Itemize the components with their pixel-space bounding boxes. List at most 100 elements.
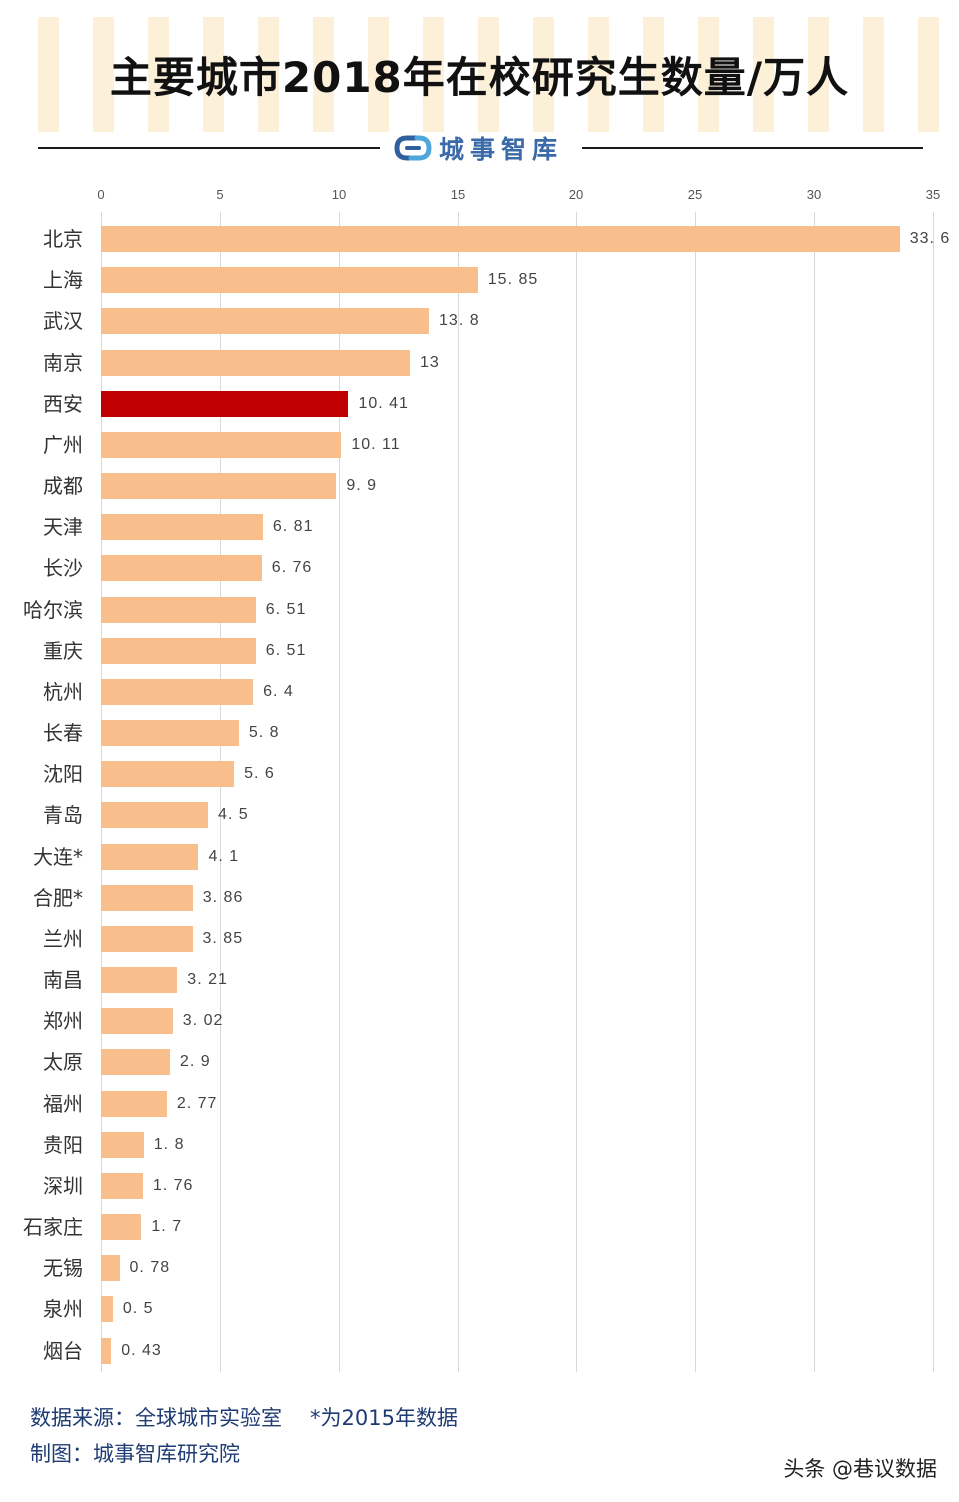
category-label: 杭州 [43, 680, 83, 704]
bar [101, 844, 199, 870]
x-tick-label: 20 [568, 187, 584, 202]
category-label: 南昌 [43, 968, 83, 992]
header-stripe [863, 17, 884, 132]
header-stripe [203, 17, 224, 132]
category-label: 重庆 [43, 639, 83, 663]
category-label: 南京 [43, 351, 83, 375]
gridline [339, 212, 340, 1372]
category-label: 北京 [43, 227, 83, 251]
header-stripes [0, 17, 959, 132]
bar [101, 967, 178, 993]
value-label: 6. 81 [272, 518, 314, 535]
category-label: 天津 [43, 515, 83, 539]
value-label: 5. 8 [248, 724, 280, 741]
bar [101, 679, 254, 705]
header-stripe [93, 17, 114, 132]
header-stripe [313, 17, 334, 132]
value-label: 1. 7 [151, 1218, 183, 1235]
header-stripe [588, 17, 609, 132]
bar [101, 1173, 143, 1199]
category-label: 烟台 [43, 1339, 83, 1363]
gridline [101, 212, 102, 1372]
value-label: 5. 6 [244, 765, 275, 782]
value-label: 2. 77 [176, 1095, 218, 1112]
category-label: 大连* [33, 845, 83, 869]
bar [101, 597, 256, 623]
value-label: 6. 51 [265, 642, 307, 659]
value-label: 1. 8 [153, 1136, 185, 1153]
bar [101, 638, 256, 664]
gridline [458, 212, 459, 1372]
category-label: 福州 [43, 1092, 83, 1116]
data-source: 数据来源：全球城市实验室 *为2015年数据 [30, 1402, 458, 1432]
category-label: 泉州 [43, 1297, 83, 1321]
category-label: 贵阳 [43, 1133, 83, 1157]
value-label: 10. 11 [351, 436, 401, 453]
category-label: 成都 [43, 474, 83, 498]
category-label: 无锡 [43, 1256, 83, 1280]
bar [101, 226, 900, 252]
x-tick-label: 10 [331, 187, 347, 202]
bar [101, 1214, 142, 1240]
category-label: 长春 [43, 721, 83, 745]
x-tick-label: 15 [450, 187, 466, 202]
brand-logo: 城事智库 [393, 130, 563, 166]
bar [101, 473, 337, 499]
footnote: *为2015年数据 [310, 1406, 458, 1430]
bar [101, 1008, 173, 1034]
value-label: 3. 86 [202, 889, 244, 906]
header-stripe [643, 17, 664, 132]
header-stripe [808, 17, 829, 132]
header-stripe [258, 17, 279, 132]
bar [101, 1132, 144, 1158]
value-label: 13 [420, 354, 440, 371]
value-label: 6. 51 [265, 601, 307, 618]
watermark: 头条 @巷议数据 [783, 1457, 937, 1481]
header-stripe [478, 17, 499, 132]
category-label: 兰州 [43, 927, 83, 951]
gridline [933, 212, 934, 1372]
value-label: 3. 85 [202, 930, 244, 947]
category-label: 沈阳 [43, 762, 83, 786]
category-label: 深圳 [43, 1174, 83, 1198]
value-label: 9. 9 [346, 477, 378, 494]
bar [101, 761, 235, 787]
value-label: 33. 6 [909, 230, 951, 247]
header-stripe [753, 17, 774, 132]
category-label: 广州 [43, 433, 83, 457]
value-label: 0. 43 [121, 1342, 162, 1359]
category-label: 青岛 [43, 803, 83, 827]
value-label: 15. 85 [487, 271, 539, 288]
gridline [220, 212, 221, 1372]
value-label: 2. 9 [179, 1053, 211, 1070]
value-label: 10. 41 [358, 395, 409, 412]
value-label: 3. 21 [187, 971, 228, 988]
chart-credit: 制图：城事智库研究院 [30, 1442, 240, 1466]
bar [101, 350, 411, 376]
category-label: 合肥* [33, 886, 83, 910]
x-tick-label: 25 [687, 187, 703, 202]
bar [101, 926, 193, 952]
bar [101, 720, 239, 746]
chart-title: 主要城市2018年在校研究生数量/万人 [109, 53, 850, 102]
category-label: 郑州 [43, 1009, 83, 1033]
x-tick-label: 30 [806, 187, 822, 202]
bar [101, 514, 263, 540]
value-label: 4. 1 [208, 848, 240, 865]
divider-right [582, 147, 923, 149]
bar [101, 308, 430, 334]
bar [101, 1091, 167, 1117]
value-label: 6. 76 [271, 559, 313, 576]
header-stripe [698, 17, 719, 132]
divider-left [38, 147, 380, 149]
value-label: 1. 76 [152, 1177, 194, 1194]
header-stripe [368, 17, 389, 132]
header-stripe [38, 17, 59, 132]
value-label: 4. 5 [217, 806, 249, 823]
brand-name: 城事智库 [439, 135, 564, 164]
value-label: 0. 5 [122, 1300, 154, 1317]
gridline [814, 212, 815, 1372]
link-chain-icon [394, 135, 432, 161]
gridline [695, 212, 696, 1372]
